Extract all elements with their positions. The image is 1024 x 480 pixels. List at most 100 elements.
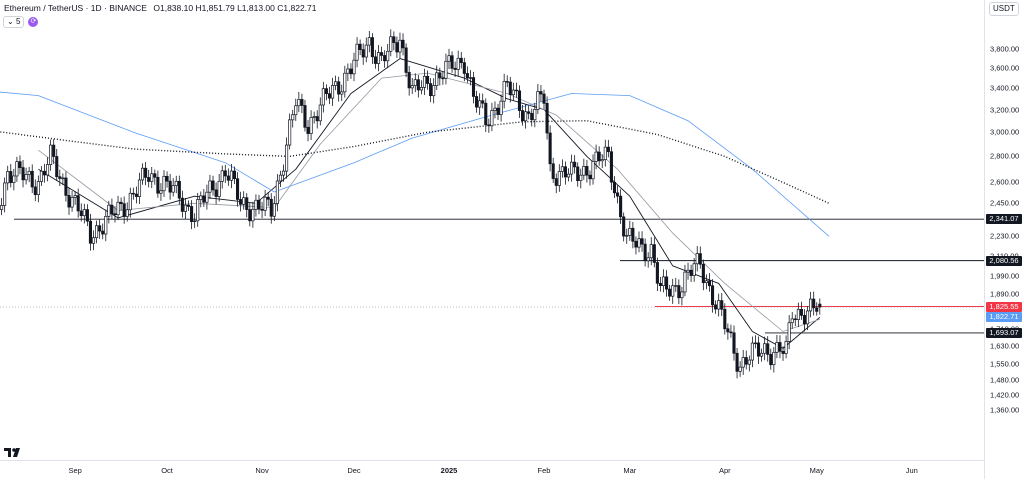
candle — [88, 213, 93, 251]
price-axis[interactable] — [984, 0, 1024, 479]
candle — [554, 173, 558, 194]
candle — [698, 246, 702, 269]
candle — [487, 118, 491, 133]
candle — [481, 93, 485, 109]
candle — [784, 335, 788, 359]
level-price-badge: 1,693.07 — [986, 327, 1022, 338]
candle — [303, 99, 307, 132]
candle — [196, 192, 200, 227]
candle — [165, 171, 169, 188]
candle — [557, 164, 561, 192]
candle — [214, 182, 218, 205]
candle — [119, 197, 123, 211]
candle — [631, 222, 635, 249]
candle — [404, 43, 408, 78]
candle — [413, 73, 417, 93]
time-axis[interactable] — [0, 460, 984, 480]
price-tick-label: 3,400.00 — [990, 83, 1020, 93]
candle — [226, 168, 230, 186]
candle — [732, 325, 736, 361]
candle — [710, 279, 715, 313]
price-chart[interactable] — [0, 0, 984, 460]
candle — [634, 236, 638, 255]
candle — [560, 159, 564, 178]
candle — [153, 169, 157, 185]
open-value: 1,838.10 — [159, 3, 194, 13]
price-tick-label: 2,800.00 — [990, 151, 1020, 161]
candle — [281, 164, 286, 182]
candle — [239, 191, 243, 212]
candle — [615, 185, 620, 204]
candle — [815, 302, 819, 316]
candle — [269, 193, 273, 224]
candle — [392, 31, 396, 51]
tradingview-logo-icon[interactable] — [4, 446, 24, 458]
candle — [211, 175, 215, 196]
candle — [671, 278, 675, 304]
candle — [266, 192, 270, 207]
candle — [85, 204, 89, 227]
candle — [202, 188, 206, 207]
candle — [355, 37, 359, 68]
candle — [407, 65, 411, 96]
candle — [70, 190, 74, 212]
candle — [15, 156, 19, 182]
candle — [229, 164, 233, 189]
candle — [45, 157, 50, 182]
candle — [612, 176, 617, 199]
candle — [422, 68, 427, 96]
candle — [628, 220, 632, 241]
candle — [288, 113, 292, 150]
sync-icon[interactable]: ⟳ — [28, 17, 39, 27]
candle — [717, 293, 721, 317]
candle — [432, 78, 436, 104]
candle — [655, 257, 659, 292]
price-tick-label: 3,800.00 — [990, 44, 1020, 54]
candle — [579, 168, 583, 189]
candle — [459, 51, 463, 69]
candle — [527, 104, 531, 120]
candle — [533, 103, 537, 128]
candle — [677, 279, 681, 305]
candle — [199, 191, 203, 208]
candle — [128, 187, 132, 218]
candle — [183, 198, 188, 220]
candle — [668, 284, 672, 301]
candle — [453, 61, 457, 77]
candle — [686, 262, 690, 280]
candle — [594, 144, 598, 170]
candle — [137, 172, 142, 204]
candle — [530, 108, 534, 127]
candle — [291, 109, 295, 128]
symbol-header: Ethereum / TetherUS · 1D · BINANCE O1,83… — [4, 3, 317, 14]
candle — [242, 191, 246, 210]
candle — [435, 65, 439, 90]
currency-button[interactable]: USDT — [989, 2, 1019, 16]
candle — [775, 335, 779, 359]
candle — [324, 84, 328, 101]
candle — [107, 200, 111, 224]
candle — [410, 77, 414, 94]
candle — [471, 71, 476, 104]
candle — [232, 166, 237, 184]
candle — [315, 110, 319, 129]
candle — [539, 84, 543, 102]
candle — [729, 324, 733, 338]
candle — [6, 165, 10, 191]
candle — [312, 111, 316, 124]
indicators-toggle-button[interactable]: ⌄ 5 — [3, 16, 25, 28]
candle — [98, 219, 102, 239]
candle — [297, 91, 301, 113]
candle — [744, 350, 748, 370]
candle — [680, 286, 684, 306]
time-tick-label: Jun — [905, 466, 918, 475]
candle — [9, 163, 13, 188]
candle — [805, 306, 810, 331]
price-tick-label: 3,000.00 — [990, 127, 1020, 137]
candle — [652, 237, 656, 268]
ohlc-readout: O1,838.10 H1,851.79 L1,813.00 C1,822.71 — [153, 3, 317, 13]
candle — [389, 29, 393, 57]
candle — [383, 50, 387, 68]
symbol-title[interactable]: Ethereum / TetherUS · 1D · BINANCE — [4, 3, 147, 13]
candle — [726, 323, 730, 340]
